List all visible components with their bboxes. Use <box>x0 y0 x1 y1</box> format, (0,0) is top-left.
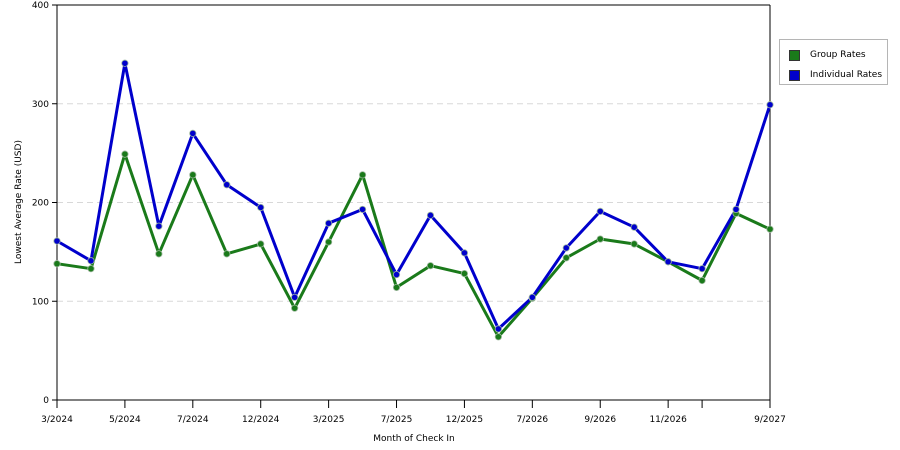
data-point-group-rates <box>766 225 774 233</box>
legend: Group Rates Individual Rates <box>779 39 888 85</box>
y-tick-label: 100 <box>32 297 49 307</box>
x-tick-label: 5/2024 <box>109 415 141 425</box>
legend-item-group-rates: Group Rates <box>789 49 866 61</box>
data-point-individual-rates <box>766 101 774 109</box>
data-point-individual-rates <box>562 244 570 252</box>
series-layer <box>53 59 774 341</box>
x-axis-title: Month of Check In <box>373 434 455 444</box>
data-point-group-rates <box>630 240 638 248</box>
x-tick-label: 3/2024 <box>41 415 73 425</box>
y-tick-label: 400 <box>32 1 49 11</box>
legend-label-group-rates: Group Rates <box>810 50 866 60</box>
data-point-group-rates <box>698 276 706 285</box>
data-point-group-rates <box>257 240 265 248</box>
data-point-individual-rates <box>257 203 265 212</box>
data-point-individual-rates <box>528 293 536 301</box>
x-tick-label: 12/2025 <box>446 415 483 425</box>
x-tick-label: 3/2025 <box>313 415 345 425</box>
data-point-group-rates <box>87 265 95 273</box>
data-point-individual-rates <box>460 249 469 257</box>
data-point-group-rates <box>562 254 570 262</box>
data-point-individual-rates <box>223 181 231 189</box>
data-point-group-rates <box>121 150 129 158</box>
x-tick-label: 11/2026 <box>649 415 687 425</box>
legend-label-individual-rates: Individual Rates <box>810 70 883 80</box>
tick-labels: 0 100 200 300 400 3/2024 5/2024 7/2024 12/2024 3/… <box>32 1 786 425</box>
series-line-group-rates <box>56 152 771 339</box>
data-point-individual-rates <box>426 211 435 219</box>
data-point-group-rates <box>325 238 333 246</box>
data-point-individual-rates <box>630 223 638 231</box>
data-point-individual-rates <box>664 258 672 266</box>
data-point-individual-rates <box>155 222 163 230</box>
data-point-individual-rates <box>392 270 401 279</box>
legend-swatch-group-rates <box>789 49 800 61</box>
data-point-group-rates <box>460 269 469 278</box>
axes <box>52 4 771 408</box>
data-point-group-rates <box>392 283 401 292</box>
x-tick-label: 7/2025 <box>381 415 413 425</box>
y-axis-title: Lowest Average Rate (USD) <box>14 140 24 264</box>
x-tick-label: 9/2027 <box>754 415 786 425</box>
legend-swatch-individual-rates <box>789 69 800 81</box>
data-point-individual-rates <box>698 265 706 273</box>
x-tick-label: 12/2024 <box>242 415 280 425</box>
data-point-individual-rates <box>53 237 61 245</box>
series-line-individual-rates <box>56 61 772 331</box>
data-point-individual-rates <box>596 207 604 215</box>
y-tick-label: 300 <box>32 100 49 110</box>
data-point-individual-rates <box>121 59 129 67</box>
grid-lines <box>57 103 770 302</box>
data-point-group-rates <box>223 250 231 258</box>
data-point-group-rates <box>189 171 197 179</box>
x-tick-label: 7/2024 <box>177 415 209 425</box>
data-point-group-rates <box>291 304 299 312</box>
data-point-individual-rates <box>732 205 740 214</box>
data-point-group-rates <box>53 260 61 268</box>
data-point-individual-rates <box>494 325 502 333</box>
data-point-group-rates <box>494 333 502 341</box>
data-point-group-rates <box>358 171 367 179</box>
x-tick-label: 7/2026 <box>516 415 548 425</box>
legend-item-individual-rates: Individual Rates <box>789 69 882 81</box>
data-point-individual-rates <box>325 219 333 227</box>
data-point-individual-rates <box>189 129 197 137</box>
data-point-group-rates <box>426 262 435 270</box>
data-point-group-rates <box>596 235 604 243</box>
data-point-group-rates <box>155 250 163 258</box>
data-point-individual-rates <box>87 257 95 265</box>
y-tick-label: 200 <box>32 199 49 209</box>
y-tick-label: 0 <box>43 396 49 406</box>
data-point-individual-rates <box>358 205 367 214</box>
x-tick-label: 9/2026 <box>584 415 616 425</box>
data-point-individual-rates <box>291 293 299 301</box>
